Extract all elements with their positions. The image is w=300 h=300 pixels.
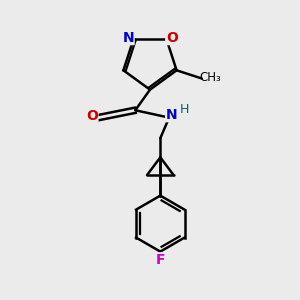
Text: N: N [122, 31, 134, 45]
Text: O: O [86, 109, 98, 123]
Text: CH₃: CH₃ [199, 70, 221, 83]
Text: H: H [180, 103, 189, 116]
Text: N: N [166, 108, 177, 122]
Text: O: O [166, 31, 178, 45]
Text: F: F [156, 253, 165, 267]
